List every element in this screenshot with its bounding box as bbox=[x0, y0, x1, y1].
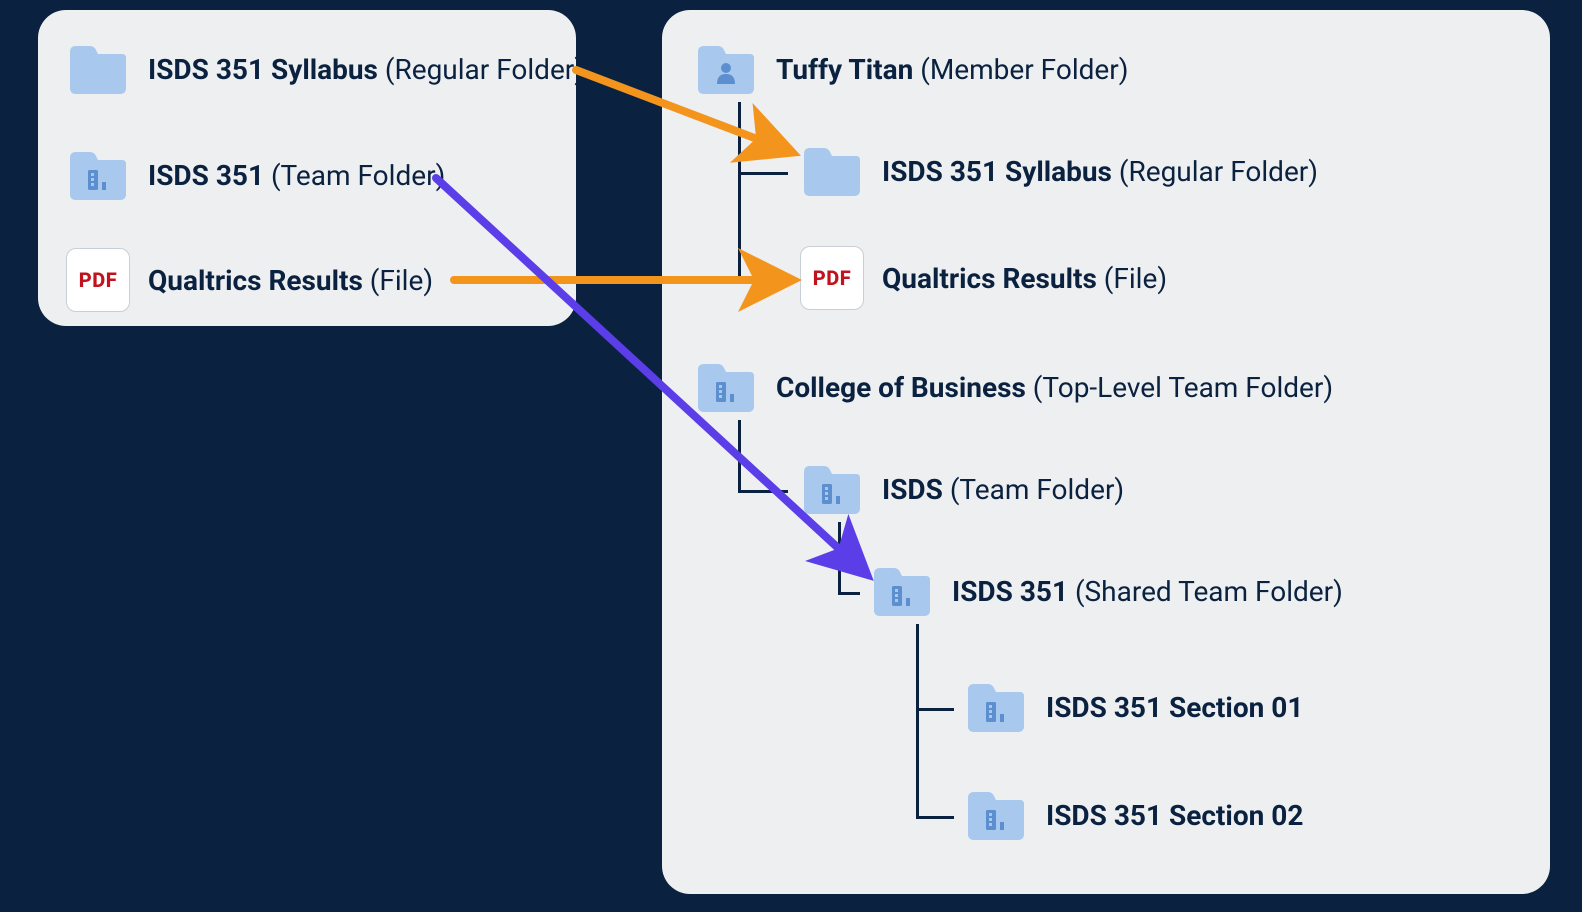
item-label-light: (Team Folder) bbox=[943, 473, 1124, 506]
tree-connector bbox=[738, 280, 788, 283]
left_items-qualtrics: PDF Qualtrics Results (File) bbox=[66, 248, 433, 312]
right_items-sec02: ISDS 351 Section 02 bbox=[964, 788, 1303, 842]
item-label: Qualtrics Results (File) bbox=[882, 262, 1167, 295]
team-folder-icon bbox=[870, 564, 934, 618]
pdf-icon: PDF bbox=[66, 248, 130, 312]
item-label: ISDS 351 Syllabus (Regular Folder) bbox=[882, 155, 1318, 188]
tree-connector bbox=[738, 172, 788, 175]
left_items-syllabus: ISDS 351 Syllabus (Regular Folder) bbox=[66, 42, 584, 96]
right_items-tuffy: Tuffy Titan (Member Folder) bbox=[694, 42, 1129, 96]
item-label: ISDS 351 (Team Folder) bbox=[148, 159, 445, 192]
right_items-syllabus2: ISDS 351 Syllabus (Regular Folder) bbox=[800, 144, 1318, 198]
item-label: Tuffy Titan (Member Folder) bbox=[776, 53, 1129, 86]
item-label-bold: College of Business bbox=[776, 371, 1026, 404]
right_items-qualtrics2: PDF Qualtrics Results (File) bbox=[800, 246, 1167, 310]
item-label-light: (Shared Team Folder) bbox=[1068, 575, 1343, 608]
folder-icon bbox=[800, 144, 864, 198]
item-label-bold: Tuffy Titan bbox=[776, 53, 913, 86]
folder-icon bbox=[66, 42, 130, 96]
tree-connector bbox=[838, 592, 860, 595]
tree-connector bbox=[738, 490, 788, 493]
item-label-bold: ISDS 351 bbox=[952, 575, 1068, 608]
right_items-isds351_2: ISDS 351 (Shared Team Folder) bbox=[870, 564, 1343, 618]
item-label-bold: ISDS 351 Section 02 bbox=[1046, 799, 1303, 832]
item-label-light: (Team Folder) bbox=[264, 159, 445, 192]
team-folder-icon bbox=[964, 680, 1028, 734]
item-label-light: (File) bbox=[1097, 262, 1167, 295]
team-folder-icon bbox=[66, 148, 130, 202]
item-label: Qualtrics Results (File) bbox=[148, 264, 433, 297]
right_items-sec01: ISDS 351 Section 01 bbox=[964, 680, 1303, 734]
item-label-light: (Member Folder) bbox=[913, 53, 1128, 86]
right_items-isds: ISDS (Team Folder) bbox=[800, 462, 1124, 516]
tree-connector bbox=[916, 708, 954, 711]
tree-connector bbox=[838, 522, 841, 594]
item-label-bold: ISDS 351 Section 01 bbox=[1046, 691, 1303, 724]
team-folder-icon bbox=[964, 788, 1028, 842]
tree-connector bbox=[916, 624, 919, 818]
item-label: ISDS 351 (Shared Team Folder) bbox=[952, 575, 1343, 608]
item-label: College of Business (Top-Level Team Fold… bbox=[776, 371, 1333, 404]
tree-connector bbox=[916, 816, 954, 819]
item-label-bold: Qualtrics Results bbox=[882, 262, 1097, 295]
item-label-light: (Top-Level Team Folder) bbox=[1026, 371, 1333, 404]
tree-connector bbox=[738, 102, 741, 282]
pdf-icon: PDF bbox=[800, 246, 864, 310]
team-folder-icon bbox=[694, 360, 758, 414]
item-label-bold: ISDS 351 Syllabus bbox=[148, 53, 378, 86]
item-label-light: (Regular Folder) bbox=[1112, 155, 1318, 188]
item-label: ISDS 351 Section 02 bbox=[1046, 799, 1303, 832]
item-label: ISDS 351 Section 01 bbox=[1046, 691, 1303, 724]
item-label-bold: ISDS 351 Syllabus bbox=[882, 155, 1112, 188]
team-folder-icon bbox=[800, 462, 864, 516]
member-folder-icon bbox=[694, 42, 758, 96]
item-label-light: (File) bbox=[363, 264, 433, 297]
item-label-bold: ISDS 351 bbox=[148, 159, 264, 192]
tree-connector bbox=[738, 420, 741, 492]
right-panel bbox=[662, 10, 1550, 894]
item-label-bold: ISDS bbox=[882, 473, 943, 506]
item-label: ISDS (Team Folder) bbox=[882, 473, 1124, 506]
item-label-bold: Qualtrics Results bbox=[148, 264, 363, 297]
item-label-light: (Regular Folder) bbox=[378, 53, 584, 86]
left_items-isds351: ISDS 351 (Team Folder) bbox=[66, 148, 445, 202]
item-label: ISDS 351 Syllabus (Regular Folder) bbox=[148, 53, 584, 86]
right_items-cob: College of Business (Top-Level Team Fold… bbox=[694, 360, 1333, 414]
